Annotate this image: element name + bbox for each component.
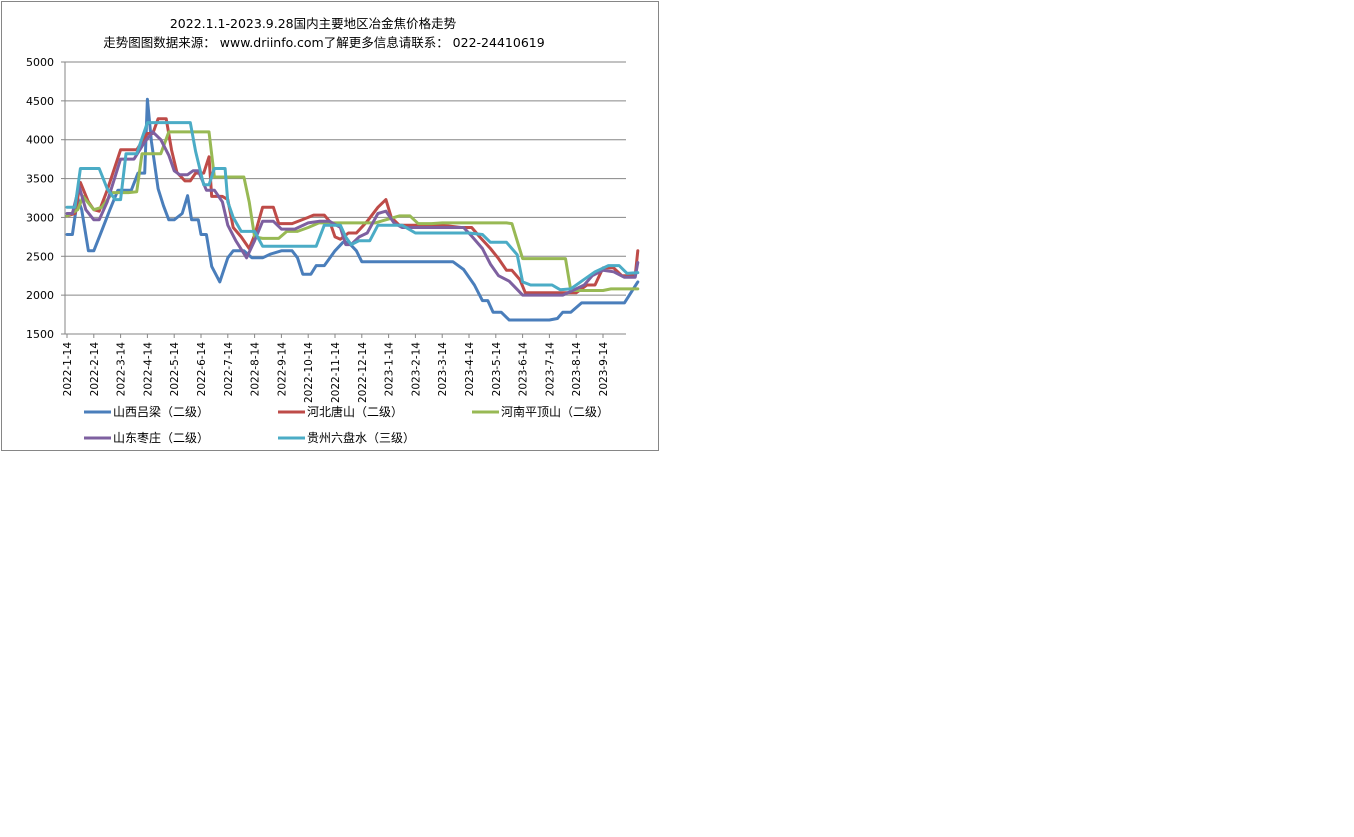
line-chart: 2022.1.1-2023.9.28国内主要地区冶金焦价格走势 走势图图数据来源…: [26, 16, 640, 445]
x-tick-label: 2023-9-14: [598, 342, 610, 397]
legend-label-3: 河南平顶山（二级）: [501, 404, 609, 419]
chart-title: 2022.1.1-2023.9.28国内主要地区冶金焦价格走势: [170, 16, 457, 31]
series-line-4: [65, 130, 640, 297]
x-tick-label: 2023-5-14: [491, 342, 503, 397]
y-tick-label: 2000: [26, 289, 54, 302]
chart-frame: 2022.1.1-2023.9.28国内主要地区冶金焦价格走势 走势图图数据来源…: [1, 1, 659, 451]
x-tick-label: 2022-12-14: [357, 342, 369, 403]
x-tick-label: 2023-7-14: [544, 342, 556, 397]
y-tick-label: 3000: [26, 211, 54, 224]
x-tick-label: 2023-1-14: [384, 342, 396, 397]
legend: 山西吕梁（二级） 河北唐山（二级） 河南平顶山（二级） 山东枣庄（二级） 贵州六盘水（三…: [84, 404, 609, 445]
chart-subtitle: 走势图图数据来源： www.driinfo.com了解更多信息请联系： 022-…: [103, 35, 544, 50]
series-line-3: [65, 130, 640, 292]
x-tick-label: 2022-3-14: [116, 342, 128, 397]
legend-label-1: 山西吕梁（二级）: [113, 404, 209, 419]
x-tick-label: 2022-11-14: [330, 342, 342, 403]
x-tick-label: 2022-2-14: [89, 342, 101, 397]
x-tick-label: 2022-5-14: [169, 342, 181, 397]
x-tick-label: 2022-1-14: [62, 342, 74, 397]
x-tick-label: 2023-3-14: [437, 342, 449, 397]
series-layer: [65, 97, 640, 322]
x-tick-label: 2023-6-14: [518, 342, 530, 397]
x-tick-label: 2022-4-14: [142, 342, 154, 397]
x-tick-label: 2022-8-14: [250, 342, 262, 397]
x-tick-label: 2022-9-14: [276, 342, 288, 397]
series-line-5: [65, 121, 640, 292]
y-tick-label: 3500: [26, 173, 54, 186]
series-line-1: [65, 97, 640, 322]
x-tick-label: 2022-6-14: [196, 342, 208, 397]
y-tick-label: 4500: [26, 95, 54, 108]
y-tick-label: 2500: [26, 250, 54, 263]
x-tick-label: 2023-8-14: [571, 342, 583, 397]
legend-label-2: 河北唐山（二级）: [307, 404, 403, 419]
y-tick-label: 5000: [26, 56, 54, 69]
x-tick-label: 2023-2-14: [410, 342, 422, 397]
x-tick-label: 2022-7-14: [223, 342, 235, 397]
y-tick-label: 1500: [26, 328, 54, 341]
legend-label-5: 贵州六盘水（三级）: [307, 430, 415, 445]
legend-label-4: 山东枣庄（二级）: [113, 430, 209, 445]
grid-layer: [65, 61, 626, 296]
x-tick-label: 2022-10-14: [303, 342, 315, 403]
y-tick-label: 4000: [26, 134, 54, 147]
axis-layer: 5000 4500 4000 3500 3000 2500 2000 1500 2022-1-1…: [26, 56, 626, 403]
x-tick-label: 2023-4-14: [464, 342, 476, 397]
